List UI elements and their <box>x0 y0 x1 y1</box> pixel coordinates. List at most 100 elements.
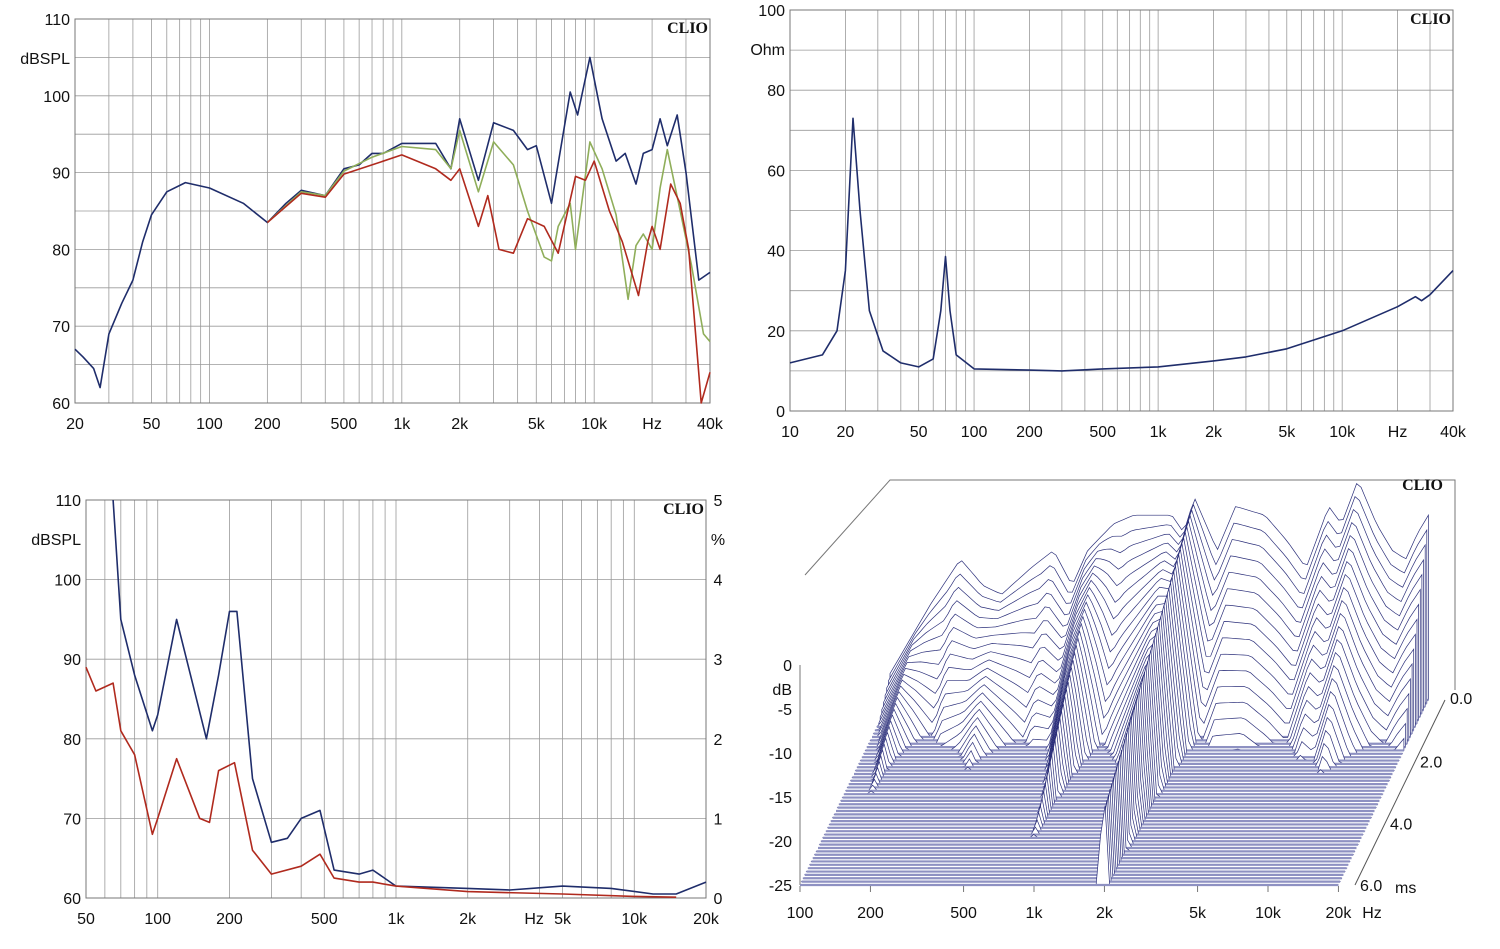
clio-watermark: CLIO <box>667 20 708 37</box>
x-tick-label: 5k <box>1189 905 1207 922</box>
x-tick-label: 50 <box>77 911 95 928</box>
y-tick-label: 80 <box>52 242 70 259</box>
x-tick-label: 5k <box>1278 424 1296 441</box>
t-tick-label: 4.0 <box>1390 816 1412 833</box>
x-tick-label: 200 <box>254 416 281 433</box>
y-tick-label: 0 <box>776 404 785 421</box>
y-tick-label: 40 <box>767 244 785 261</box>
y-tick-label: 100 <box>54 573 81 590</box>
x-tick-label: 10k <box>581 416 608 433</box>
x-tick-label: 10k <box>1329 424 1356 441</box>
x-tick-label: 100 <box>961 424 988 441</box>
y-tick-label: 100 <box>758 3 785 20</box>
y-right-axis-label: % <box>711 532 725 549</box>
y-tick-label: 110 <box>55 493 81 510</box>
box-frame <box>804 479 1456 690</box>
x-tick-label: Hz <box>642 416 662 433</box>
x-tick-label: 500 <box>331 416 358 433</box>
x-tick-label: 50 <box>910 424 928 441</box>
x-tick-label: 10k <box>621 911 648 928</box>
x-tick-label: 1k <box>393 416 411 433</box>
y-tick-label: 110 <box>44 12 70 29</box>
y-tick-label: 80 <box>767 83 785 100</box>
series-line-3rd-harmonic- <box>85 666 677 898</box>
x-tick-label: Hz <box>1388 424 1408 441</box>
y-axis-label: dBSPL <box>20 51 70 68</box>
x-tick-label: 20 <box>837 424 855 441</box>
y-tick-label: 60 <box>63 891 81 908</box>
chart-0 <box>74 18 711 404</box>
clio-watermark: CLIO <box>1410 11 1451 28</box>
clio-watermark: CLIO <box>1402 477 1443 494</box>
x-tick-label: 500 <box>1089 424 1116 441</box>
series-line-2nd-harmonic- <box>112 499 707 895</box>
chart-3-waterfall <box>799 479 1456 892</box>
y-right-tick-label: 4 <box>714 573 723 590</box>
y-axis-label: Ohm <box>750 42 785 59</box>
x-tick-label: 200 <box>1016 424 1043 441</box>
chart-1 <box>789 9 1454 412</box>
time-axis-line <box>1354 699 1446 886</box>
x-tick-label: 10k <box>1255 905 1282 922</box>
decay-slice <box>869 565 1410 741</box>
y-axis-label: dBSPL <box>31 532 81 549</box>
t-unit-label: ms <box>1395 880 1416 897</box>
y-tick-label: 70 <box>63 811 81 828</box>
x-tick-label: 5k <box>528 416 546 433</box>
x-tick-label: Hz <box>524 911 544 928</box>
y-tick-label: 60 <box>52 396 70 413</box>
y-right-tick-label: 2 <box>714 732 723 749</box>
z-tick-label: -15 <box>769 790 792 807</box>
z-tick-label: -5 <box>778 702 792 719</box>
y-tick-label: 60 <box>767 163 785 180</box>
x-tick-label: 100 <box>196 416 223 433</box>
plot-frame <box>789 9 1454 412</box>
x-tick-label: 100 <box>787 905 814 922</box>
x-tick-label: 20k <box>693 911 720 928</box>
y-tick-label: 90 <box>52 166 70 183</box>
x-tick-label: 200 <box>216 911 243 928</box>
x-tick-label: 2k <box>1096 905 1114 922</box>
y-tick-label: 100 <box>43 89 70 106</box>
z-tick-label: -20 <box>769 834 792 851</box>
x-tick-label: 1k <box>1026 905 1044 922</box>
y-right-tick-label: 1 <box>714 811 723 828</box>
plot-frame <box>85 499 707 899</box>
y-tick-label: 90 <box>63 652 81 669</box>
t-tick-label: 6.0 <box>1360 878 1382 895</box>
y-tick-label: 80 <box>63 732 81 749</box>
z-tick-label: -25 <box>769 878 792 895</box>
x-tick-label: 2k <box>451 416 469 433</box>
y-tick-label: 20 <box>767 324 785 341</box>
clio-watermark: CLIO <box>663 501 704 518</box>
x-tick-label: 20k <box>1326 905 1353 922</box>
plot-frame <box>74 18 711 404</box>
x-tick-label: 2k <box>459 911 477 928</box>
x-tick-label: 500 <box>311 911 338 928</box>
x-tick-label: 1k <box>388 911 406 928</box>
chart-2 <box>85 499 707 899</box>
y-right-tick-label: 3 <box>714 652 723 669</box>
t-tick-label: 2.0 <box>1420 755 1442 772</box>
x-tick-label: 1k <box>1150 424 1168 441</box>
series-line-off-axis-1 <box>266 129 711 343</box>
z-tick-label: 0 <box>783 658 792 675</box>
x-unit-label: Hz <box>1362 905 1382 922</box>
x-tick-label: 40k <box>697 416 724 433</box>
x-tick-label: 10 <box>781 424 799 441</box>
y-right-tick-label: 0 <box>714 891 723 908</box>
t-tick-label: 0.0 <box>1450 691 1472 708</box>
x-tick-label: 50 <box>143 416 161 433</box>
y-right-tick-label: 5 <box>714 493 723 510</box>
x-tick-label: 100 <box>144 911 171 928</box>
z-axis-label: dB <box>772 682 792 699</box>
z-tick-label: -10 <box>769 746 792 763</box>
x-tick-label: 200 <box>857 905 884 922</box>
x-tick-label: 20 <box>66 416 84 433</box>
y-tick-label: 70 <box>52 319 70 336</box>
series-line-off-axis-2 <box>266 154 711 404</box>
x-tick-label: 40k <box>1440 424 1467 441</box>
x-tick-label: 5k <box>554 911 572 928</box>
x-tick-label: 2k <box>1205 424 1223 441</box>
